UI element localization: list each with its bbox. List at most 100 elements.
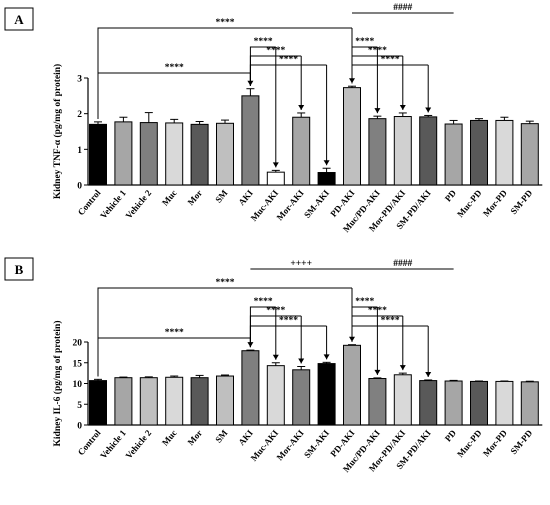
panel-label: A <box>4 7 34 31</box>
bar <box>393 374 412 426</box>
significance-bracket <box>351 325 429 342</box>
significance-arrowhead <box>323 354 330 360</box>
panel-label-box <box>4 257 34 281</box>
category-label: Muc <box>160 188 179 208</box>
bar <box>343 344 361 426</box>
significance-bracket <box>97 287 352 377</box>
significance-bracket <box>97 72 251 119</box>
significance-label: **** <box>279 55 298 65</box>
bar <box>139 122 158 186</box>
bar <box>495 380 514 426</box>
category-label: PD <box>443 427 459 443</box>
category-label: Vehicle 1 <box>98 427 128 460</box>
bar <box>216 375 234 426</box>
significance-arrowhead <box>323 160 330 166</box>
bar <box>139 377 158 426</box>
category-label: Mor <box>186 188 205 207</box>
category-label: SM-AKI <box>302 187 332 219</box>
y-tick-label: 10 <box>73 380 83 390</box>
panel-label-text: B <box>15 262 24 277</box>
bar <box>317 172 336 186</box>
category-label: SM <box>213 427 230 444</box>
significance-label: **** <box>279 316 298 326</box>
y-tick-label: 2 <box>77 110 82 120</box>
significance-label: **** <box>165 328 184 338</box>
category-label: Mor <box>186 428 205 447</box>
significance-bracket <box>351 64 429 84</box>
significance-arrowhead <box>425 107 432 113</box>
bar <box>114 121 133 186</box>
bar <box>89 380 107 426</box>
significance-label: **** <box>216 18 235 28</box>
category-label: Mor-PD <box>481 427 509 458</box>
significance-label: **** <box>266 306 285 316</box>
bar <box>343 87 361 186</box>
category-label: PD <box>443 187 459 203</box>
significance-bracket <box>97 337 251 377</box>
panel-label: B <box>4 257 34 281</box>
bar <box>266 365 285 426</box>
significance-label: **** <box>165 63 184 73</box>
category-label: Mor-PD <box>481 187 509 218</box>
bar <box>368 378 387 426</box>
category-label: SM-PD <box>508 427 534 456</box>
significance-label: **** <box>254 297 273 307</box>
category-label: SM <box>213 187 230 204</box>
y-tick-label: 1 <box>77 146 82 156</box>
significance-bracket <box>249 325 327 348</box>
significance-arrowhead <box>374 108 381 114</box>
bar <box>190 123 209 186</box>
category-label: Vehicle 1 <box>98 187 128 220</box>
significance-label: **** <box>368 306 387 316</box>
bar <box>495 119 514 186</box>
bar <box>165 122 184 186</box>
bar <box>165 376 184 426</box>
significance-label: **** <box>381 55 400 65</box>
y-tick-label: 0 <box>77 422 82 432</box>
y-ticks: 0 1 2 3 <box>77 75 88 192</box>
bar <box>216 122 234 186</box>
category-label: Mor-AKI <box>275 427 307 462</box>
category-label: SM-PD <box>508 187 534 216</box>
bar <box>393 116 412 186</box>
panel-label-box <box>4 7 34 31</box>
bar <box>444 123 463 186</box>
significance-label: #### <box>393 259 412 269</box>
y-tick-label: 5 <box>77 401 82 411</box>
significance-arrowhead <box>298 358 305 364</box>
significance-label: **** <box>381 316 400 326</box>
significance-label: **** <box>266 46 285 56</box>
bar <box>520 123 539 186</box>
category-label: Vehicle 2 <box>124 427 154 460</box>
bar <box>114 377 133 426</box>
significance-arrowhead <box>425 371 432 377</box>
significance-label: #### <box>393 3 412 13</box>
bar <box>89 123 107 186</box>
significance-arrowhead <box>399 104 406 110</box>
significance-label: ++++ <box>290 259 312 269</box>
bar <box>292 116 311 186</box>
category-label: Muc <box>160 428 179 448</box>
bar <box>470 119 488 186</box>
category-label: Muc-PD <box>455 187 484 219</box>
category-label: Muc-PD <box>455 427 484 459</box>
bar <box>470 380 488 426</box>
bar <box>241 350 260 426</box>
significance-arrowhead <box>298 104 305 110</box>
significance-label: **** <box>368 46 387 56</box>
panel-label-text: A <box>14 12 24 27</box>
significance-arrowhead <box>272 162 279 168</box>
y-tick-label: 3 <box>77 75 82 85</box>
category-label: SM-AKI <box>302 427 332 459</box>
bar <box>317 363 336 426</box>
significance-bracket <box>249 64 327 86</box>
significance-bracket <box>97 27 352 119</box>
y-tick-label: 15 <box>73 359 83 369</box>
significance-arrowhead <box>399 365 406 371</box>
y-ticks: 0 5 10 15 20 <box>73 339 88 432</box>
bar <box>444 380 463 426</box>
significance-label: **** <box>355 37 374 47</box>
